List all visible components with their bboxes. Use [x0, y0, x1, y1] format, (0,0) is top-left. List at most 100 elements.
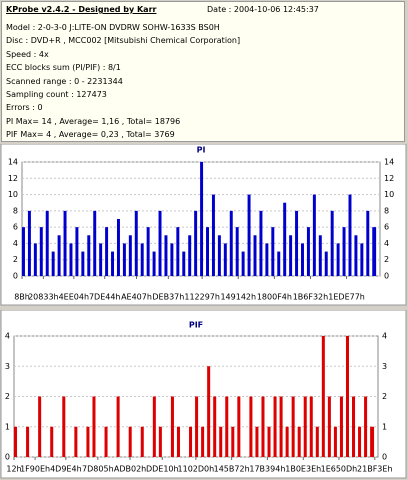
- bar: [164, 235, 168, 276]
- y-tick-label: 14: [384, 158, 394, 167]
- y-tick-label: 2: [13, 255, 18, 264]
- bar: [87, 235, 91, 276]
- bar: [358, 426, 362, 457]
- bar: [283, 202, 287, 276]
- date: Date : 2004-10-06 12:45:37: [207, 5, 319, 14]
- bar: [182, 251, 186, 276]
- bar: [265, 243, 269, 276]
- bar: [93, 210, 97, 276]
- bar: [225, 396, 229, 457]
- bar: [327, 396, 331, 457]
- bar: [200, 162, 204, 276]
- bar: [62, 396, 66, 457]
- bar: [291, 396, 295, 457]
- bar: [111, 251, 115, 276]
- bar: [122, 243, 126, 276]
- bar: [128, 426, 132, 457]
- y-tick-label: 2: [382, 392, 387, 401]
- bar: [211, 194, 215, 276]
- bar: [235, 227, 239, 276]
- bar: [259, 210, 263, 276]
- bar: [104, 426, 108, 457]
- x-tick-label: 1800F4h: [257, 293, 292, 302]
- y-tick-label: 10: [8, 190, 18, 199]
- bar: [360, 243, 364, 276]
- bar: [229, 210, 233, 276]
- x-tick-label: 8Bh: [14, 293, 30, 302]
- bar: [271, 227, 275, 276]
- bar: [158, 210, 162, 276]
- x-tick-label: 149142h: [220, 293, 256, 302]
- y-tick-label: 12: [384, 174, 394, 183]
- y-tick-label: 2: [384, 255, 389, 264]
- x-tick-label: DDE10h: [146, 465, 179, 474]
- bar: [279, 396, 283, 457]
- y-tick-label: 0: [13, 272, 18, 281]
- bar: [146, 227, 150, 276]
- y-tick-label: 3: [382, 362, 387, 371]
- bar: [267, 426, 271, 457]
- y-tick-label: 8: [13, 206, 18, 215]
- x-tick-label: 20833h: [28, 293, 59, 302]
- bar: [336, 243, 340, 276]
- bar: [194, 210, 198, 276]
- x-tick-label: 4D9E4h: [50, 465, 82, 474]
- bar: [253, 235, 257, 276]
- y-tick-label: 1: [382, 422, 387, 431]
- bar: [50, 426, 54, 457]
- x-tick-label: 1F90Eh: [20, 465, 50, 474]
- bar: [188, 235, 192, 276]
- bar: [45, 210, 49, 276]
- bar: [152, 396, 156, 457]
- y-tick-label: 4: [382, 332, 387, 341]
- x-tick-label: 145B72h: [214, 465, 250, 474]
- x-tick-label: 12h: [6, 465, 21, 474]
- x-tick-label: DEB37h: [152, 293, 184, 302]
- bar: [303, 396, 307, 457]
- bar: [81, 251, 85, 276]
- bar: [75, 227, 79, 276]
- y-tick-label: 3: [5, 362, 10, 371]
- bar: [219, 426, 223, 457]
- bar: [247, 194, 251, 276]
- bar: [207, 366, 211, 457]
- y-tick-label: 6: [13, 223, 18, 232]
- bar: [105, 227, 109, 276]
- bar: [140, 243, 144, 276]
- x-tick-label: 112297h: [184, 293, 220, 302]
- bar: [63, 210, 67, 276]
- x-tick-label: 7DE44h: [89, 293, 121, 302]
- bar: [309, 396, 313, 457]
- bar: [158, 426, 162, 457]
- app-title: KProbe v2.4.2 - Designed by Karr: [6, 5, 157, 14]
- bar: [289, 235, 293, 276]
- info-line: PIF Max= 4 , Average= 0,23 , Total= 3769: [6, 130, 175, 140]
- bar: [22, 227, 25, 276]
- bar: [295, 210, 299, 276]
- bar: [301, 243, 304, 276]
- x-tick-label: 1B0E3Eh: [285, 465, 321, 474]
- y-tick-label: 4: [384, 239, 389, 248]
- y-tick-label: 0: [384, 272, 389, 281]
- bar: [57, 235, 61, 276]
- info-line: Errors : 0: [6, 103, 43, 113]
- y-tick-label: 6: [384, 223, 389, 232]
- x-tick-label: AE407h: [121, 293, 152, 302]
- y-tick-label: 4: [5, 332, 10, 341]
- bar: [321, 336, 325, 457]
- bar: [249, 396, 253, 457]
- info-line: Disc : DVD+R , MCC002 [Mitsubishi Chemic…: [6, 36, 241, 46]
- chart-title: PIF: [189, 321, 203, 330]
- bar: [116, 396, 120, 457]
- info-line: Speed : 4x: [6, 49, 49, 59]
- bar: [333, 426, 337, 457]
- bar: [339, 396, 343, 457]
- y-tick-label: 8: [384, 206, 389, 215]
- bar: [315, 426, 319, 457]
- bar: [170, 243, 174, 276]
- bar: [69, 243, 73, 276]
- bar: [273, 396, 277, 457]
- bar: [128, 235, 132, 276]
- x-tick-label: 4EE04h: [59, 293, 89, 302]
